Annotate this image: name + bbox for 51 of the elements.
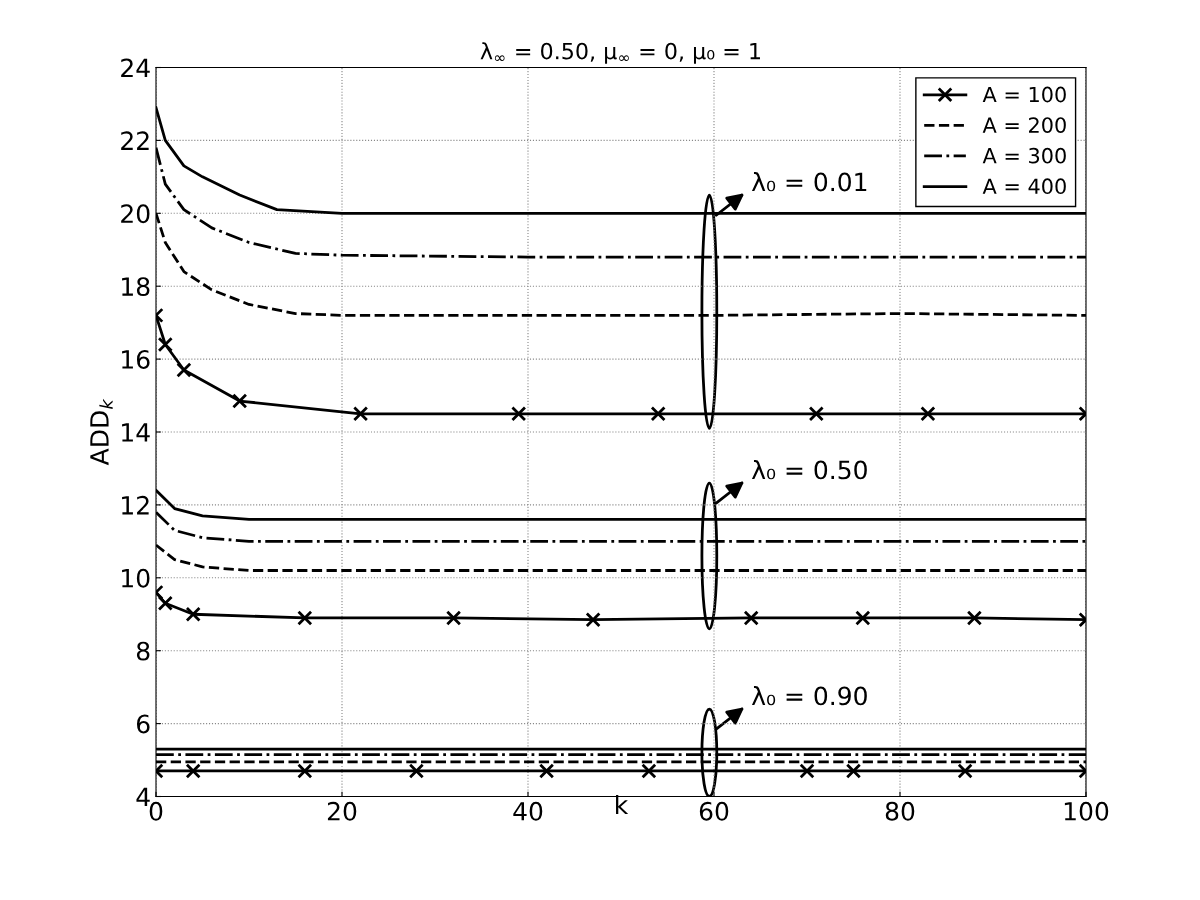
point: [157, 336, 173, 353]
point: [185, 606, 201, 622]
y-tick-label: 20: [121, 204, 150, 224]
point: [176, 362, 192, 378]
point: [297, 763, 313, 779]
point: [799, 763, 815, 779]
point: [511, 406, 527, 422]
annotation: λ₀ = 0.01: [751, 172, 867, 192]
y-tick-label: 8: [136, 641, 150, 661]
chart-title: λ$_{∞}$ = 0.50, μ$_{∞}$ = 0, μ₀ = 1: [480, 42, 760, 64]
annotation: λ₀ = 0.50: [751, 460, 867, 480]
legend-label: A = 100: [982, 86, 1066, 103]
legend-label: A = 300: [982, 147, 1066, 164]
point: [966, 610, 983, 626]
point: [808, 406, 824, 422]
point: [743, 610, 759, 626]
point: [408, 763, 425, 779]
x-axis-title: k: [616, 795, 629, 814]
point: [185, 763, 201, 779]
point: [855, 610, 871, 626]
point: [641, 763, 657, 779]
y-tick-label: 10: [122, 568, 150, 588]
point: [957, 763, 973, 779]
x-tick-label: 100: [1064, 801, 1109, 821]
y-tick-label: 22: [121, 131, 149, 150]
point: [538, 763, 555, 779]
y-tick-label: 12: [122, 495, 149, 515]
point: [352, 406, 369, 422]
point: [445, 610, 462, 626]
y-tick-label: 4: [136, 787, 150, 806]
annotation: λ₀ = 0.90: [751, 685, 867, 706]
point: [650, 406, 666, 422]
point: [297, 610, 313, 626]
x-tick-label: 0: [149, 801, 163, 821]
y-tick-label: 24: [121, 58, 150, 77]
point: [232, 393, 248, 409]
legend-label: A = 400: [982, 178, 1066, 195]
point: [585, 612, 601, 628]
y-tick-label: 14: [122, 423, 150, 442]
point: [845, 763, 862, 779]
y-tick-label: 18: [122, 277, 150, 297]
x-tick-label: 60: [699, 801, 729, 821]
point: [920, 406, 936, 422]
y-tick-label: 6: [136, 714, 150, 734]
point: [157, 595, 173, 611]
y-axis-title: ADD$_{k}$: [90, 398, 113, 466]
x-tick-label: 80: [885, 801, 915, 821]
x-tick-label: 20: [327, 801, 357, 821]
y-tick-label: 16: [122, 350, 150, 369]
legend-label: A = 200: [982, 117, 1066, 133]
x-tick-label: 40: [513, 801, 543, 821]
